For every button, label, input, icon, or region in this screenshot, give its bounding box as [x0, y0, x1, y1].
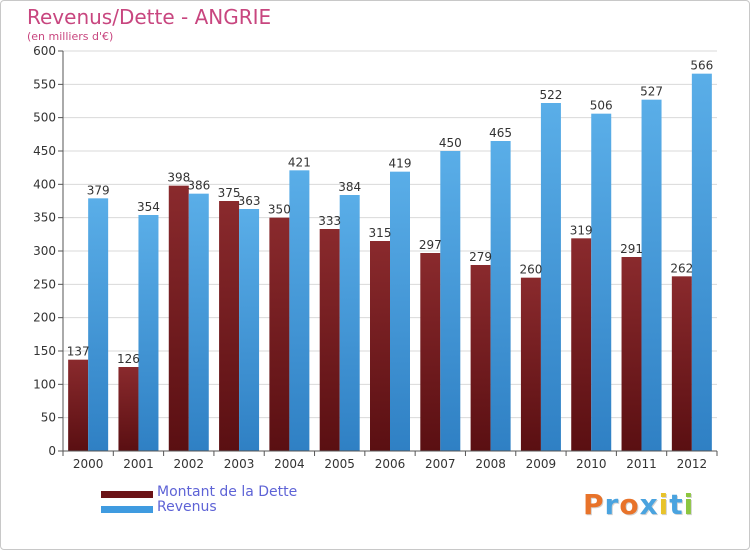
data-label-dette: 375	[218, 186, 241, 200]
axes: 0 50 100 150 200 250 300 350 400 450 500 550 600 2000…	[33, 44, 718, 471]
data-label-revenus: 419	[389, 157, 412, 171]
x-tick-label: 2007	[425, 457, 456, 471]
bar-revenus	[490, 141, 511, 451]
bar-dette	[420, 253, 441, 451]
bar-dette	[370, 241, 390, 451]
data-label-revenus: 450	[439, 136, 462, 150]
bar-dette	[68, 359, 89, 451]
bar-dette	[520, 277, 541, 451]
chart-title: Revenus/Dette - ANGRIE	[27, 5, 272, 29]
x-tick-label: 2009	[526, 457, 557, 471]
y-tick-label: 200	[33, 311, 56, 325]
x-tick-label: 2004	[274, 457, 305, 471]
x-tick-label: 2003	[224, 457, 255, 471]
bar-dette	[118, 367, 139, 451]
bar-revenus	[591, 113, 612, 452]
data-label-dette: 333	[318, 214, 341, 228]
x-tick-label: 2012	[677, 457, 708, 471]
bar-revenus	[691, 73, 712, 452]
chart-subtitle: (en milliers d'€)	[27, 30, 114, 43]
data-label-revenus: 566	[690, 59, 713, 73]
bar-revenus	[138, 215, 159, 451]
data-label-dette: 137	[67, 345, 90, 359]
y-tick-label: 600	[33, 44, 56, 58]
data-label-revenus: 379	[87, 183, 110, 197]
bar-dette	[319, 229, 340, 451]
data-label-revenus: 384	[338, 180, 361, 194]
bar-dette	[571, 238, 592, 451]
bar-dette	[621, 257, 642, 451]
data-label-revenus: 527	[640, 85, 663, 99]
data-label-dette: 291	[620, 242, 643, 256]
x-tick-label: 2005	[324, 457, 355, 471]
data-label-revenus: 506	[590, 99, 613, 113]
data-label-dette: 297	[419, 238, 442, 252]
proxiti-logo: Proxiti	[583, 488, 695, 521]
bar-revenus	[88, 198, 109, 451]
data-label-dette: 126	[117, 352, 140, 366]
data-label-revenus: 465	[489, 126, 512, 140]
bar-dette	[470, 265, 491, 451]
x-tick-label: 2011	[626, 457, 657, 471]
data-label-revenus: 522	[539, 88, 562, 102]
legend-swatch-revenus	[101, 506, 153, 513]
y-tick-label: 500	[33, 111, 56, 125]
data-label-revenus: 386	[187, 179, 210, 193]
y-tick-label: 450	[33, 144, 56, 158]
bar-revenus	[641, 99, 662, 452]
legend-label-dette: Montant de la Dette	[157, 484, 298, 500]
bar-revenus	[440, 151, 461, 451]
bar-dette	[269, 217, 290, 451]
x-tick-label: 2000	[73, 457, 104, 471]
x-tick-label: 2010	[576, 457, 607, 471]
bar-dette	[671, 276, 692, 451]
data-label-revenus: 363	[238, 194, 261, 208]
bars	[68, 73, 712, 452]
data-label-revenus: 421	[288, 155, 311, 169]
x-tick-label: 2001	[123, 457, 154, 471]
data-label-dette: 315	[369, 226, 392, 240]
bar-revenus	[289, 170, 310, 452]
y-tick-label: 0	[48, 444, 56, 458]
data-label-dette: 260	[519, 263, 542, 277]
bar-revenus	[540, 103, 561, 451]
y-tick-label: 350	[33, 211, 56, 225]
data-label-dette: 398	[167, 171, 190, 185]
bar-revenus	[339, 195, 360, 451]
y-tick-label: 400	[33, 177, 56, 191]
bar-revenus	[239, 209, 260, 451]
y-tick-label: 250	[33, 277, 56, 291]
y-tick-label: 150	[33, 344, 56, 358]
data-label-dette: 350	[268, 203, 291, 217]
y-tick-label: 100	[33, 377, 56, 391]
data-label-dette: 279	[469, 250, 492, 264]
data-label-revenus: 354	[137, 200, 160, 214]
bar-revenus	[188, 193, 209, 451]
bar-revenus	[390, 171, 410, 451]
bar-dette	[219, 201, 240, 451]
legend-label-revenus: Revenus	[157, 499, 217, 515]
y-tick-label: 300	[33, 244, 56, 258]
bar-dette	[168, 185, 189, 451]
x-tick-label: 2008	[475, 457, 506, 471]
x-tick-label: 2006	[375, 457, 406, 471]
data-label-dette: 319	[570, 223, 593, 237]
y-tick-label: 550	[33, 77, 56, 91]
x-tick-label: 2002	[173, 457, 204, 471]
legend-swatch-dette	[101, 491, 153, 498]
y-tick-label: 50	[41, 411, 56, 425]
data-label-dette: 262	[670, 261, 693, 275]
